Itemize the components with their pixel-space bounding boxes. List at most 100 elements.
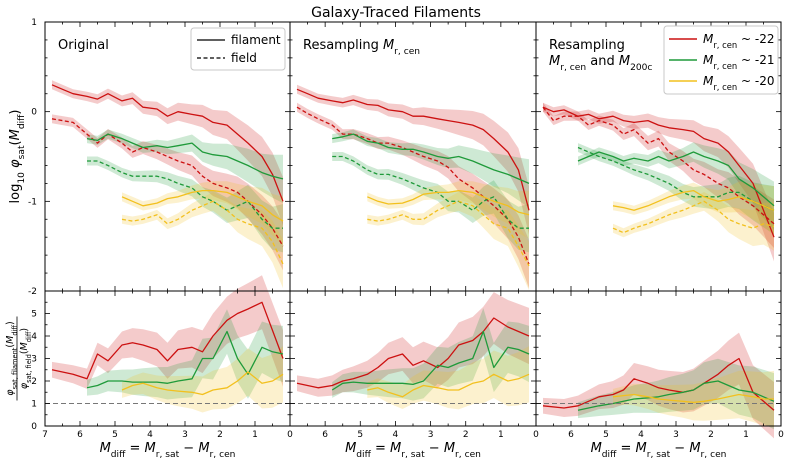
x-tick-label: 1 (498, 430, 504, 440)
band-ratio-m22-panel-2 (297, 292, 529, 397)
series-legend: Mr, cen ~ -22 Mr, cen ~ -21 Mr, cen ~ -20 (663, 25, 779, 95)
line-style-legend: filament field (190, 27, 286, 71)
band-field-m20-panel-1 (122, 192, 283, 289)
line-field-m20-panel-1 (121, 200, 284, 265)
figure-title: Galaxy-Traced Filaments (311, 5, 481, 21)
band-field-m21-panel-1 (87, 156, 283, 253)
y-tick-label: 5 (31, 310, 37, 320)
band-ratio-m21-panel-2 (332, 308, 529, 401)
band-ratio-m20-panel-3 (613, 370, 774, 428)
axis-labels: Mdiff = Mr, sat − Mr, cen Mdiff = Mr, sat… (5, 110, 726, 460)
panel-label-1: Original (58, 38, 109, 53)
band-ratio-m22-panel-3 (543, 332, 774, 439)
x-axis-label: Mdiff = Mr, sat − Mr, cen (100, 441, 236, 460)
x-tick-label: 5 (603, 430, 609, 440)
band-field-m21-panel-3 (578, 143, 774, 235)
line-field-m22-panel-2 (296, 106, 530, 265)
line-filament-m20-panel-2 (367, 189, 530, 216)
line-ratio-m22-panel-3 (542, 357, 775, 411)
legend-label-m20: Mr, cen ~ -20 (703, 74, 775, 92)
y-tick-label: -2 (28, 287, 37, 297)
top-y-axis-label: log10 φsat(Mdiff) (8, 110, 27, 204)
line-filament-m22-panel-1 (51, 84, 284, 202)
band-filament-m21-panel-2 (332, 129, 529, 208)
line-ratio-m22-panel-1 (51, 301, 284, 380)
band-ratio-m21-panel-3 (578, 358, 774, 430)
band-filament-m20-panel-3 (613, 181, 774, 235)
x-tick-label: 1 (252, 430, 258, 440)
y-tick-label: 0 (31, 108, 37, 118)
band-filament-m21-panel-1 (87, 129, 283, 204)
x-tick-label: 0 (287, 430, 293, 440)
line-filament-m22-panel-2 (296, 88, 530, 211)
x-tick-label: 1 (743, 430, 749, 440)
band-field-m20-panel-3 (613, 192, 774, 251)
panel-label-3-line-2: Mr, cen and M200c (549, 54, 652, 73)
line-field-m20-panel-3 (612, 200, 775, 234)
line-ratio-m21-panel-1 (86, 330, 284, 389)
legend-label-filament: filament (231, 33, 281, 47)
line-ratio-m20-panel-1 (121, 371, 284, 396)
x-tick-label: 3 (673, 430, 679, 440)
band-filament-m20-panel-2 (367, 181, 529, 239)
legend-label-field: field (231, 51, 257, 65)
line-field-m22-panel-3 (542, 106, 775, 225)
x-tick-label: 4 (393, 430, 399, 440)
band-field-m21-panel-2 (332, 152, 529, 253)
y-tick-label: -1 (28, 197, 37, 207)
y-tick-label: 4 (31, 332, 37, 342)
x-tick-label: 3 (182, 430, 188, 440)
x-tick-label: 6 (77, 430, 83, 440)
line-filament-m20-panel-1 (121, 189, 284, 222)
x-axis-label: Mdiff = Mr, sat − Mr, cen (345, 441, 481, 460)
panel-label-3: Resampling (549, 38, 625, 53)
line-ratio-m20-panel-2 (367, 373, 530, 398)
line-filament-m21-panel-2 (332, 133, 530, 184)
y-tick-label: 1 (31, 400, 37, 410)
legend-label-m21: Mr, cen ~ -21 (703, 53, 775, 71)
ratio-numerator: φsat, filament(Mdiff) (5, 321, 19, 395)
band-ratio-m21-panel-1 (87, 309, 283, 400)
band-field-m22-panel-3 (543, 102, 774, 248)
line-field-m20-panel-2 (367, 200, 530, 267)
series-lines (45, 84, 781, 411)
band-filament-m22-panel-1 (52, 80, 283, 226)
line-field-m21-panel-2 (332, 155, 529, 229)
y-tick-label: 0 (31, 422, 37, 432)
line-filament-m21-panel-3 (577, 151, 775, 207)
line-field-m21-panel-3 (577, 146, 775, 211)
panel-label-2: Resampling Mr, cen (303, 38, 420, 57)
legend-box (663, 25, 779, 95)
x-tick-label: 5 (357, 430, 363, 440)
x-tick-label: 2 (217, 430, 223, 440)
line-filament-m21-panel-1 (86, 133, 284, 180)
x-axis-label: Mdiff = Mr, sat − Mr, cen (591, 441, 727, 460)
line-ratio-m20-panel-3 (612, 393, 774, 404)
band-ratio-m20-panel-1 (122, 346, 283, 413)
legend-label-m22: Mr, cen ~ -22 (703, 32, 775, 50)
panel-labels: Original Resampling Mr, cen ResamplingMr, … (58, 38, 652, 73)
x-tick-label: 6 (322, 430, 328, 440)
band-filament-m22-panel-2 (297, 84, 529, 235)
y-tick-label: 2 (31, 377, 37, 387)
x-tick-label: 0 (778, 430, 784, 440)
axis-ticks: 7 6 5 4 3 2 1 0 6 5 4 3 2 1 0 6 5 4 3 2 1 0 1 0 -1 -2 0 1 2 3 4 5 (28, 18, 784, 440)
line-filament-m22-panel-3 (542, 106, 775, 238)
line-field-m21-panel-1 (87, 160, 283, 229)
x-tick-label: 2 (463, 430, 469, 440)
line-filament-m20-panel-3 (612, 189, 775, 211)
x-tick-label: 4 (147, 430, 153, 440)
x-tick-label: 0 (533, 430, 539, 440)
y-tick-label: 1 (31, 18, 37, 28)
legend-box (190, 27, 286, 71)
line-ratio-m21-panel-2 (331, 330, 530, 391)
x-tick-label: 7 (42, 430, 48, 440)
x-tick-label: 6 (568, 430, 574, 440)
x-tick-label: 4 (638, 430, 644, 440)
band-ratio-m22-panel-1 (52, 275, 283, 389)
bottom-y-axis-label: φsat, filament(Mdiff)φsat, field(Mdiff) (5, 316, 33, 401)
y-tick-label: 3 (31, 355, 37, 365)
x-tick-label: 3 (428, 430, 434, 440)
